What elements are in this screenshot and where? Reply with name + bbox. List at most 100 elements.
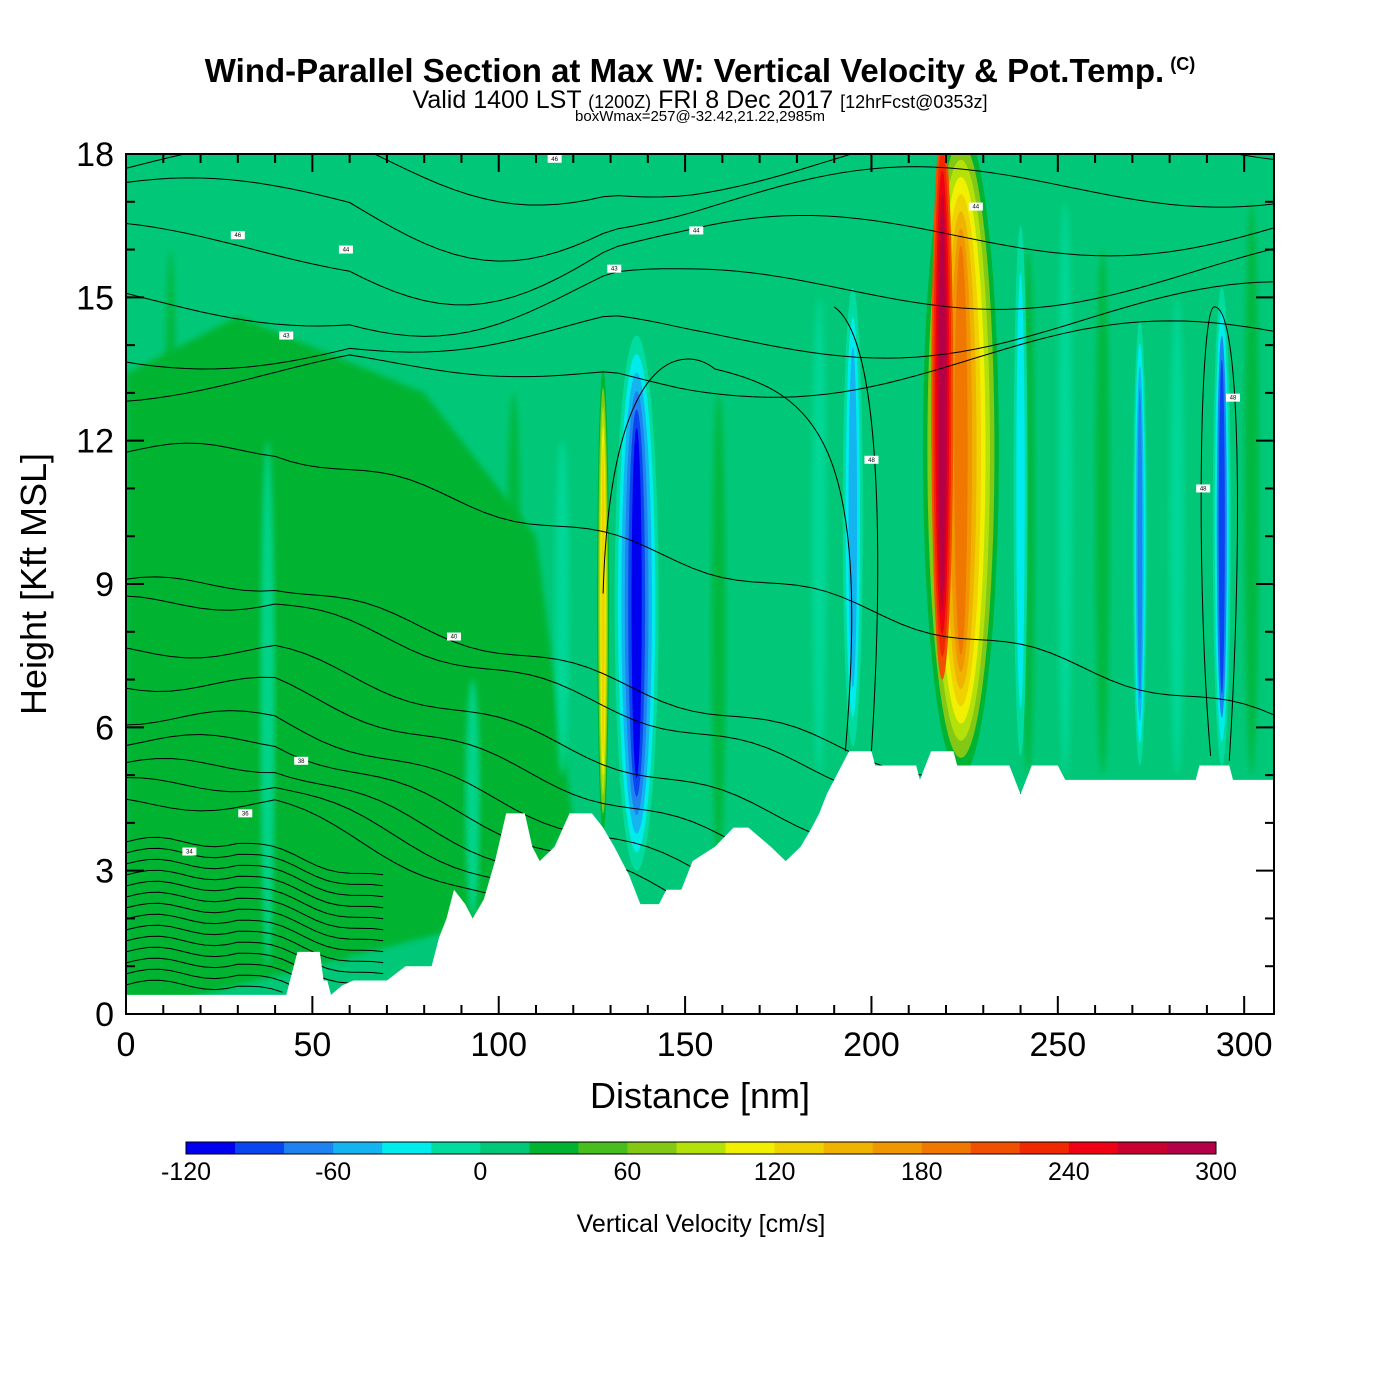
theta-contour-label: 34	[186, 850, 193, 856]
colorbar-swatch	[186, 1142, 236, 1154]
x-tick-label: 150	[657, 1026, 714, 1064]
valid-date: FRI 8 Dec 2017	[658, 86, 834, 114]
valid-time: Valid 1400 LST	[412, 86, 582, 114]
colorbar-tick-label: 300	[1195, 1158, 1237, 1186]
colorbar-tick-label: 180	[901, 1158, 943, 1186]
theta-contour-label-box	[338, 245, 353, 254]
theta-contour-label: 48	[868, 458, 875, 464]
colorbar-swatch	[333, 1142, 383, 1154]
colorbar-swatch	[970, 1142, 1021, 1154]
theta-contour-line	[126, 869, 384, 909]
colorbar-swatch	[284, 1142, 334, 1154]
theta-contour-label: 40	[451, 635, 458, 641]
updraft-core	[954, 245, 968, 655]
colorbar-swatch	[1068, 1142, 1119, 1154]
theta-contour-label: 36	[242, 811, 249, 817]
theta-contour-label: 38	[298, 759, 305, 765]
theta-contour-label-box	[1196, 484, 1211, 493]
velocity-streak	[1244, 201, 1259, 776]
theta-contour-label: 46	[551, 157, 558, 163]
theta-contour-label: 43	[611, 267, 618, 273]
colorbar-swatch	[1019, 1142, 1070, 1154]
theta-contour-line	[126, 248, 1274, 337]
valid-time-line: Valid 1400 LST (1200Z) FRI 8 Dec 2017 [1…	[0, 86, 1400, 115]
colorbar-title: Vertical Velocity [cm/s]	[577, 1210, 826, 1238]
theta-contour-label: 43	[283, 334, 290, 340]
y-tick-label: 3	[95, 853, 114, 891]
colorbar-tick-label: 120	[754, 1158, 796, 1186]
theta-contour-line	[126, 968, 306, 993]
theta-contour-label-box	[968, 202, 983, 211]
chart-title: Wind-Parallel Section at Max W: Vertical…	[0, 52, 1400, 90]
downdraft-strip	[848, 346, 858, 688]
x-tick-label: 50	[293, 1026, 331, 1064]
colorbar-swatch	[431, 1142, 481, 1154]
box-wmax-line: boxWmax=257@-32.42,21.22,2985m	[575, 108, 825, 125]
colorbar-swatch	[725, 1142, 776, 1154]
velocity-streak	[506, 392, 521, 776]
colorbar-tick-label: -60	[315, 1158, 351, 1186]
colorbar-tick-label: 0	[473, 1158, 487, 1186]
x-tick-label: 100	[470, 1026, 527, 1064]
y-tick-label: 9	[95, 566, 114, 604]
theta-contour-line	[126, 320, 1274, 402]
theta-contour-line	[126, 442, 1274, 716]
theta-contour-line	[1200, 306, 1238, 761]
velocity-streak	[1095, 249, 1110, 776]
colorbar-swatch	[1117, 1142, 1168, 1154]
velocity-streak	[555, 440, 570, 776]
colorbar: -120 -60 0 60 120 180 240 300 Vertical Velocity …	[161, 1141, 1237, 1238]
colorbar-swatch	[480, 1142, 530, 1154]
theta-contour-label: 44	[972, 205, 979, 211]
downdraft-strip	[1218, 359, 1225, 694]
colorbar-tick-label: -120	[161, 1158, 211, 1186]
colorbar-swatch	[382, 1142, 432, 1154]
theta-contour-label: 46	[234, 233, 241, 239]
velocity-streak	[465, 679, 480, 919]
downdraft-cell	[631, 428, 642, 779]
y-tick-label: 15	[76, 279, 114, 317]
theta-contour-line	[126, 935, 384, 975]
colorbar-swatch	[1166, 1142, 1217, 1154]
y-axis-title: Height [Kft MSL]	[13, 453, 54, 715]
colorbar-tick-label: 240	[1048, 1158, 1090, 1186]
chart-title-text: Wind-Parallel Section at Max W: Vertical…	[204, 52, 1165, 89]
theta-contour-label-box	[182, 847, 197, 856]
theta-contour-label-box	[689, 226, 704, 235]
theta-contour-line	[126, 913, 384, 953]
x-axis-title: Distance [nm]	[590, 1075, 810, 1116]
colorbar-swatch	[823, 1142, 874, 1154]
theta-contour-label-box	[547, 154, 562, 163]
x-axis: 0 50 100 150 200 250 300	[117, 154, 1273, 1064]
downdraft-strip	[1016, 273, 1025, 709]
y-tick-label: 6	[95, 709, 114, 747]
weak-updraft-region	[126, 316, 574, 1014]
colorbar-swatch	[627, 1142, 677, 1154]
theta-contour-label: 44	[693, 228, 700, 234]
colorbar-swatch	[529, 1142, 579, 1154]
velocity-streak	[260, 440, 275, 967]
updraft-peak	[939, 216, 946, 589]
velocity-streak	[335, 584, 350, 967]
narrow-updraft	[601, 444, 605, 757]
y-tick-label: 0	[95, 996, 114, 1034]
theta-contour-label: 48	[1200, 486, 1207, 492]
theta-contour-label: 48	[1230, 396, 1237, 402]
theta-contour-line	[126, 281, 1274, 370]
downdraft-strip	[1137, 387, 1143, 699]
theta-contour-line	[126, 836, 384, 876]
copyright-mark: (C)	[1170, 54, 1196, 74]
theta-contour-line	[833, 306, 879, 752]
colorbar-swatch	[921, 1142, 972, 1154]
forecast-info: [12hrFcst@0353z]	[840, 92, 988, 112]
theta-contour-line	[126, 891, 384, 931]
theta-contour-label-box	[279, 331, 294, 340]
theta-contour-label-box	[607, 264, 622, 273]
y-tick-label: 12	[76, 423, 114, 461]
valid-zulu: (1200Z)	[588, 92, 652, 112]
theta-contour-line	[126, 154, 1274, 206]
colorbar-tick-label: 60	[614, 1158, 642, 1186]
theta-contour-label-box	[864, 455, 879, 464]
